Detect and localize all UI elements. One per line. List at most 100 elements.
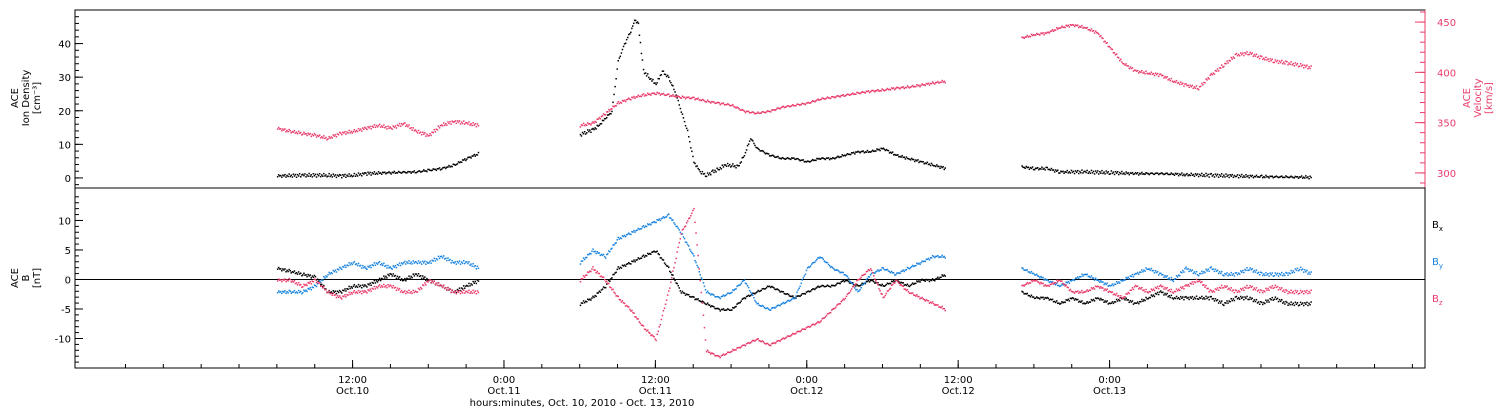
bx-point [1163,294,1165,296]
by-point [347,264,349,267]
bz-point [308,282,310,284]
bx-point [310,277,312,279]
by-point [927,257,930,260]
by-point [419,261,422,263]
bx-point [424,276,426,278]
density-point [369,171,371,174]
velocity-point [885,88,888,91]
by-point [426,261,428,263]
density-point [606,116,608,119]
bz-point [341,298,343,300]
velocity-point [475,125,478,128]
velocity-point [423,133,425,135]
density-point [1309,175,1311,177]
bx-point [1065,299,1067,301]
density-point [1074,170,1077,172]
by-point [761,304,764,307]
bz-point [839,303,841,305]
density-point [1223,174,1225,176]
by-point [386,267,388,269]
bx-point [1215,299,1218,302]
bz-point [597,272,599,275]
velocity-point [720,102,723,105]
bz-point [440,285,443,287]
bx-point [597,292,599,294]
density-point [293,175,296,177]
bz-point [1265,287,1267,290]
by-point [448,259,450,262]
bx-point [765,286,768,289]
bz-point [855,283,857,285]
bz-point [334,294,337,296]
density-point [678,104,680,106]
bz-point [1140,288,1142,290]
bz-point [1105,289,1107,292]
by-point [1121,280,1123,282]
velocity-point [601,115,604,117]
density-point [418,170,421,172]
bz-point [862,274,864,276]
bx-point [1309,304,1311,306]
bz-point [1127,291,1129,294]
bx-point [865,280,868,283]
density-point [472,155,474,157]
bx-point [801,293,803,295]
bx-point [637,257,639,259]
velocity-point [717,101,719,104]
by-point [617,236,619,239]
velocity-point [919,85,921,88]
bz-point [348,291,350,294]
bx-point [1223,304,1225,307]
velocity-point [1053,29,1056,31]
bx-point [1243,298,1245,301]
bz-point [1044,284,1046,286]
bz-point [415,291,418,293]
bz-point [1036,279,1038,281]
velocity-point [876,89,878,92]
velocity-point [1246,51,1248,53]
by-point [618,238,621,240]
b-tick-label: -5 [61,305,71,316]
bx-point [1084,303,1086,305]
bx-point [733,307,735,309]
velocity-point [410,127,412,129]
by-point [1185,266,1187,268]
bx-point [1149,296,1151,299]
bz-point [904,288,907,290]
velocity-point [1100,35,1102,37]
bz-point [1098,286,1100,288]
bz-point [717,355,719,357]
bz-point [618,298,621,301]
by-point [384,265,386,267]
velocity-point [464,123,466,125]
density-point [406,172,408,174]
velocity-point [737,107,739,109]
density-point [691,150,693,153]
density-point [897,154,899,156]
bz-point [1134,284,1137,287]
bx-point [1064,301,1066,304]
bz-point [641,324,644,326]
bx-point [595,295,597,298]
bx-point [904,283,907,286]
by-point [1208,270,1210,272]
by-point [1103,283,1105,286]
bz-point [292,281,295,283]
bz-point [671,277,673,279]
bz-point [691,212,693,215]
by-point [674,223,676,226]
density-point [689,141,691,143]
velocity-point [1061,25,1063,27]
velocity-point [1056,27,1058,29]
by-point [1266,274,1268,276]
bz-point [589,270,591,272]
bx-point [1191,295,1194,298]
density-point [361,175,363,177]
velocity-point [323,135,325,137]
velocity-point [935,81,937,84]
density-point [688,136,690,138]
by-point [295,291,298,293]
by-point [596,251,598,253]
bz-point [852,285,854,288]
density-point [1177,174,1180,177]
